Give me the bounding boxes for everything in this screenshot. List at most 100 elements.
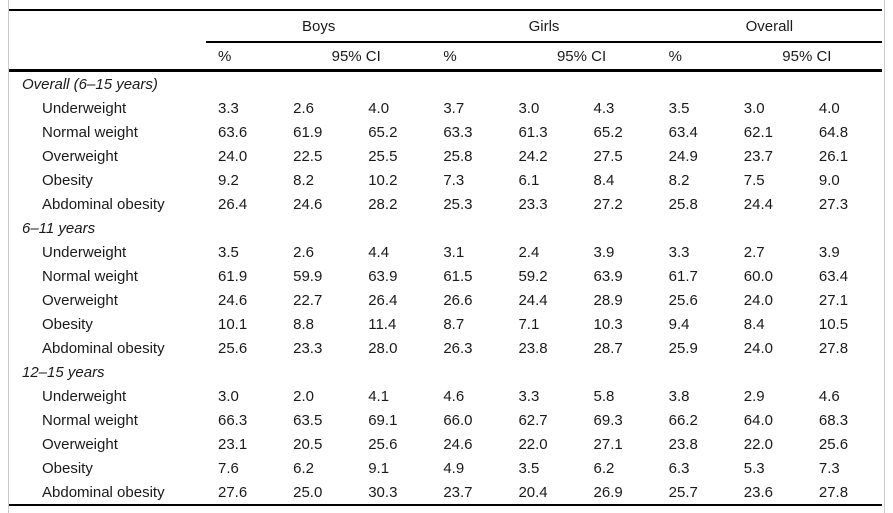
boys-ci-low-value: 2.0: [293, 387, 314, 405]
column-group-girls: Girls: [431, 10, 657, 43]
girls-pct-value: 26.3: [443, 339, 473, 357]
boys-pct-value: 23.1: [218, 435, 248, 453]
girls-pct-value: 3.7: [443, 99, 465, 117]
boys-ci-low-value: 8.8: [293, 315, 314, 333]
overall-ci-high-value: 27.8: [818, 339, 849, 357]
boys-pct-value: 24.6: [218, 291, 248, 309]
boys-ci-low-value: 24.6: [293, 195, 323, 213]
girls-pct-value: 26.6: [443, 291, 473, 309]
overall-pct-value: 8.2: [668, 171, 690, 189]
overall-ci-high-value: 3.9: [818, 243, 840, 261]
girls-ci-low-value: 23.8: [518, 339, 548, 357]
section-row: Overall (6–15 years): [9, 71, 882, 97]
overall-ci-low-value: 5.3: [743, 459, 765, 477]
corner-cell: [9, 10, 206, 42]
boys-ci-low-value: 25.0: [293, 483, 323, 501]
column-group-row: Boys Girls Overall: [9, 10, 882, 43]
overall-ci-low-value: 3.0: [743, 99, 765, 117]
boys-ci-low-value: 22.7: [293, 291, 323, 309]
row-label: Abdominal obesity: [42, 339, 165, 357]
table-header: Boys Girls Overall % 95% CI % 95% CI % 9…: [9, 10, 882, 72]
overall-pct-value: 6.3: [668, 459, 690, 477]
table-row: Underweight 3.5 2.6 4.4 3.1 2.4 3.9 3.3 2.7 3.9: [9, 240, 882, 264]
girls-ci-low-value: 61.3: [518, 123, 548, 141]
overall-ci-high-value: 26.1: [818, 147, 849, 165]
boys-ci-header: 95% CI: [281, 42, 432, 72]
overall-pct-value: 25.7: [668, 483, 698, 501]
row-label: Underweight: [42, 99, 127, 117]
overall-ci-high-value: 27.8: [818, 483, 849, 501]
boys-ci-low-value: 20.5: [293, 435, 323, 453]
overall-ci-low-value: 8.4: [743, 315, 765, 333]
boys-pct-value: 7.6: [218, 459, 239, 477]
girls-ci-high-value: 3.9: [593, 243, 615, 261]
girls-ci-high-value: 6.2: [593, 459, 615, 477]
row-label: Overweight: [42, 435, 118, 453]
overall-ci-high-value: 4.0: [818, 99, 840, 117]
row-label: Obesity: [42, 315, 93, 333]
table-row: Normal weight 66.3 63.5 69.1 66.0 62.7 69.3 66.…: [9, 408, 882, 432]
overall-ci-high-value: 9.0: [818, 171, 840, 189]
boys-ci-high-value: 4.1: [368, 387, 390, 405]
overall-pct-value: 23.8: [668, 435, 698, 453]
section-row: 12–15 years: [9, 360, 882, 384]
overall-ci-high-value: 63.4: [818, 267, 849, 285]
table-row: Obesity 10.1 8.8 11.4 8.7 7.1 10.3 9.4 8.4 10.5: [9, 312, 882, 336]
girls-ci-high-value: 27.2: [593, 195, 623, 213]
overall-pct-value: 25.8: [668, 195, 698, 213]
row-label: Overweight: [42, 291, 118, 309]
boys-ci-high-value: 9.1: [368, 459, 390, 477]
girls-pct-value: 4.6: [443, 387, 465, 405]
prevalence-table: Boys Girls Overall % 95% CI % 95% CI % 9…: [9, 9, 882, 506]
row-label: Normal weight: [42, 267, 138, 285]
row-label: Underweight: [42, 387, 127, 405]
table-body: Overall (6–15 years) Underweight 3.3 2.6 4.0…: [9, 71, 882, 506]
boys-ci-high-value: 11.4: [368, 315, 397, 333]
girls-ci-high-value: 69.3: [593, 411, 623, 429]
row-label: Underweight: [42, 243, 127, 261]
girls-pct-value: 23.7: [443, 483, 473, 501]
boys-ci-high-value: 26.4: [368, 291, 398, 309]
boys-pct-value: 25.6: [218, 339, 248, 357]
girls-ci-low-value: 24.2: [518, 147, 548, 165]
boys-pct-value: 3.3: [218, 99, 239, 117]
girls-ci-header: 95% CI: [506, 42, 657, 72]
overall-ci-low-value: 23.6: [743, 483, 773, 501]
overall-ci-low-value: 62.1: [743, 123, 773, 141]
girls-ci-low-value: 3.5: [518, 459, 540, 477]
boys-ci-low-value: 59.9: [293, 267, 323, 285]
girls-ci-low-value: 3.0: [518, 99, 540, 117]
girls-pct-value: 63.3: [443, 123, 473, 141]
overall-pct-value: 25.9: [668, 339, 698, 357]
subheader-row: % 95% CI % 95% CI % 95% CI: [9, 42, 882, 72]
boys-ci-high-value: 25.6: [368, 435, 398, 453]
overall-ci-low-value: 24.0: [743, 291, 773, 309]
subheader-empty-cell: [9, 42, 206, 72]
row-label: Obesity: [42, 459, 93, 477]
boys-pct-value: 3.0: [218, 387, 239, 405]
girls-pct-value: 24.6: [443, 435, 473, 453]
overall-pct-value: 9.4: [668, 315, 690, 333]
boys-pct-value: 9.2: [218, 171, 239, 189]
table-row: Normal weight 61.9 59.9 63.9 61.5 59.2 63.9 61.…: [9, 264, 882, 288]
boys-ci-low-value: 23.3: [293, 339, 323, 357]
boys-percent-header: %: [206, 42, 282, 72]
overall-ci-low-value: 2.9: [743, 387, 765, 405]
section-header: 12–15 years: [22, 363, 105, 381]
table-row: Overweight 24.6 22.7 26.4 26.6 24.4 28.9 25.6 24…: [9, 288, 882, 312]
boys-pct-value: 3.5: [218, 243, 239, 261]
table-row: Underweight 3.3 2.6 4.0 3.7 3.0 4.3 3.5 3.0 4.0: [9, 96, 882, 120]
boys-ci-low-value: 8.2: [293, 171, 314, 189]
row-label: Obesity: [42, 171, 93, 189]
overall-ci-high-value: 68.3: [818, 411, 849, 429]
boys-ci-high-value: 28.2: [368, 195, 398, 213]
boys-ci-low-value: 22.5: [293, 147, 323, 165]
section-header: 6–11 years: [22, 219, 96, 237]
overall-pct-value: 25.6: [668, 291, 698, 309]
girls-pct-value: 61.5: [443, 267, 473, 285]
boys-ci-high-value: 65.2: [368, 123, 398, 141]
column-group-overall: Overall: [656, 10, 882, 43]
table-row: Obesity 9.2 8.2 10.2 7.3 6.1 8.4 8.2 7.5 9.0: [9, 168, 882, 192]
overall-ci-low-value: 22.0: [743, 435, 773, 453]
overall-percent-header: %: [656, 42, 732, 72]
